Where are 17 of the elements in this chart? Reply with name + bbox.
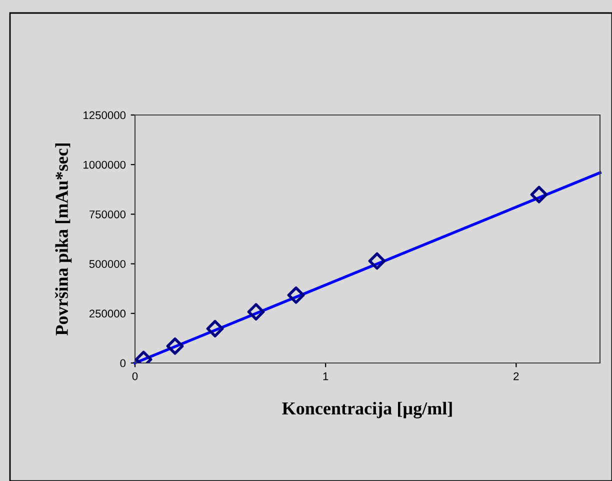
point (206, 320, 224, 338)
y-tick-label: 500000 (89, 260, 126, 268)
y-tick-label: 250000 (89, 310, 126, 318)
point (166, 337, 184, 355)
point (287, 286, 305, 304)
point (247, 303, 265, 320)
y-tick-label: 0 (120, 359, 126, 368)
x-axis-title: Koncentracija [µg/ml] (282, 402, 452, 418)
point (368, 252, 386, 270)
y-tick-label: 750000 (89, 210, 126, 218)
y-tick-label: 1000000 (84, 160, 126, 169)
point (530, 186, 548, 204)
x-tick-label: 1 (323, 372, 328, 380)
x-tick-label: 0 (132, 372, 138, 380)
y-tick-label: 1250000 (84, 111, 126, 120)
x-tick-label: 2 (514, 372, 519, 380)
y-axis-title: Površina pika [mAu*sec] (55, 144, 72, 336)
